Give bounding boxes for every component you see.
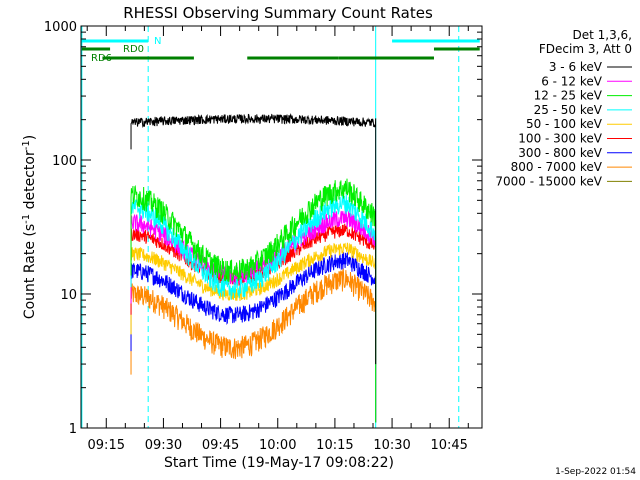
legend-header-line: Det 1,3,6, <box>573 28 633 42</box>
flag-label-rd6: RD6 <box>91 53 112 64</box>
footer-timestamp: 1-Sep-2022 01:54 <box>555 467 636 477</box>
x-tick-label: 10:15 <box>316 438 353 453</box>
legend-header-line: FDecim 3, Att 0 <box>539 42 632 56</box>
legend-label: 7000 - 15000 keV <box>495 174 602 188</box>
series-line <box>130 252 377 423</box>
x-tick-label: 09:15 <box>88 438 125 453</box>
series-line <box>130 113 377 365</box>
y-tick-label: 1000 <box>44 20 77 35</box>
x-tick-label: 09:30 <box>145 438 182 453</box>
axis-ticks: 1 10 100 1000 09:15 09:30 09:45 10:00 10:15 10:30… <box>44 20 482 453</box>
y-axis-label-mid: detector <box>22 150 38 214</box>
legend-label: 50 - 100 keV <box>526 117 603 131</box>
legend-label: 25 - 50 keV <box>534 103 603 117</box>
legend-label: 12 - 25 keV <box>534 89 603 103</box>
y-axis-label-sup1: -1 <box>21 214 32 224</box>
series-line <box>130 268 377 423</box>
legend-label: 6 - 12 keV <box>541 74 603 88</box>
y-tick-label: 100 <box>52 154 77 169</box>
x-axis-label: Start Time (19-May-17 09:08:22) <box>164 455 394 471</box>
y-tick-label: 10 <box>60 288 77 303</box>
flag-label-rd0: RD0 <box>123 44 144 55</box>
y-axis-label-sup2: -1 <box>21 140 32 150</box>
x-tick-label: 10:00 <box>259 438 296 453</box>
x-tick-label: 09:45 <box>202 438 239 453</box>
series-line <box>130 178 377 423</box>
legend-label: 3 - 6 keV <box>549 60 603 74</box>
legend-label: 300 - 800 keV <box>518 146 602 160</box>
flag-label-n: N <box>154 36 161 47</box>
plot-content: N RD0 RD6 <box>81 26 480 428</box>
series-line <box>130 242 377 423</box>
legend-label: 100 - 300 keV <box>518 132 602 146</box>
y-tick-label: 1 <box>69 422 77 437</box>
series-line <box>130 193 377 423</box>
x-tick-label: 10:45 <box>430 438 467 453</box>
plot-frame <box>80 25 483 429</box>
y-axis-label-main: Count Rate (s <box>22 224 38 319</box>
chart-title: RHESSI Observing Summary Count Rates <box>123 4 433 22</box>
y-axis-label: Count Rate (s-1 detector-1) <box>21 135 39 319</box>
x-tick-label: 10:30 <box>373 438 410 453</box>
y-axis-label-end: ) <box>22 135 38 140</box>
legend-label: 800 - 7000 keV <box>511 160 603 174</box>
